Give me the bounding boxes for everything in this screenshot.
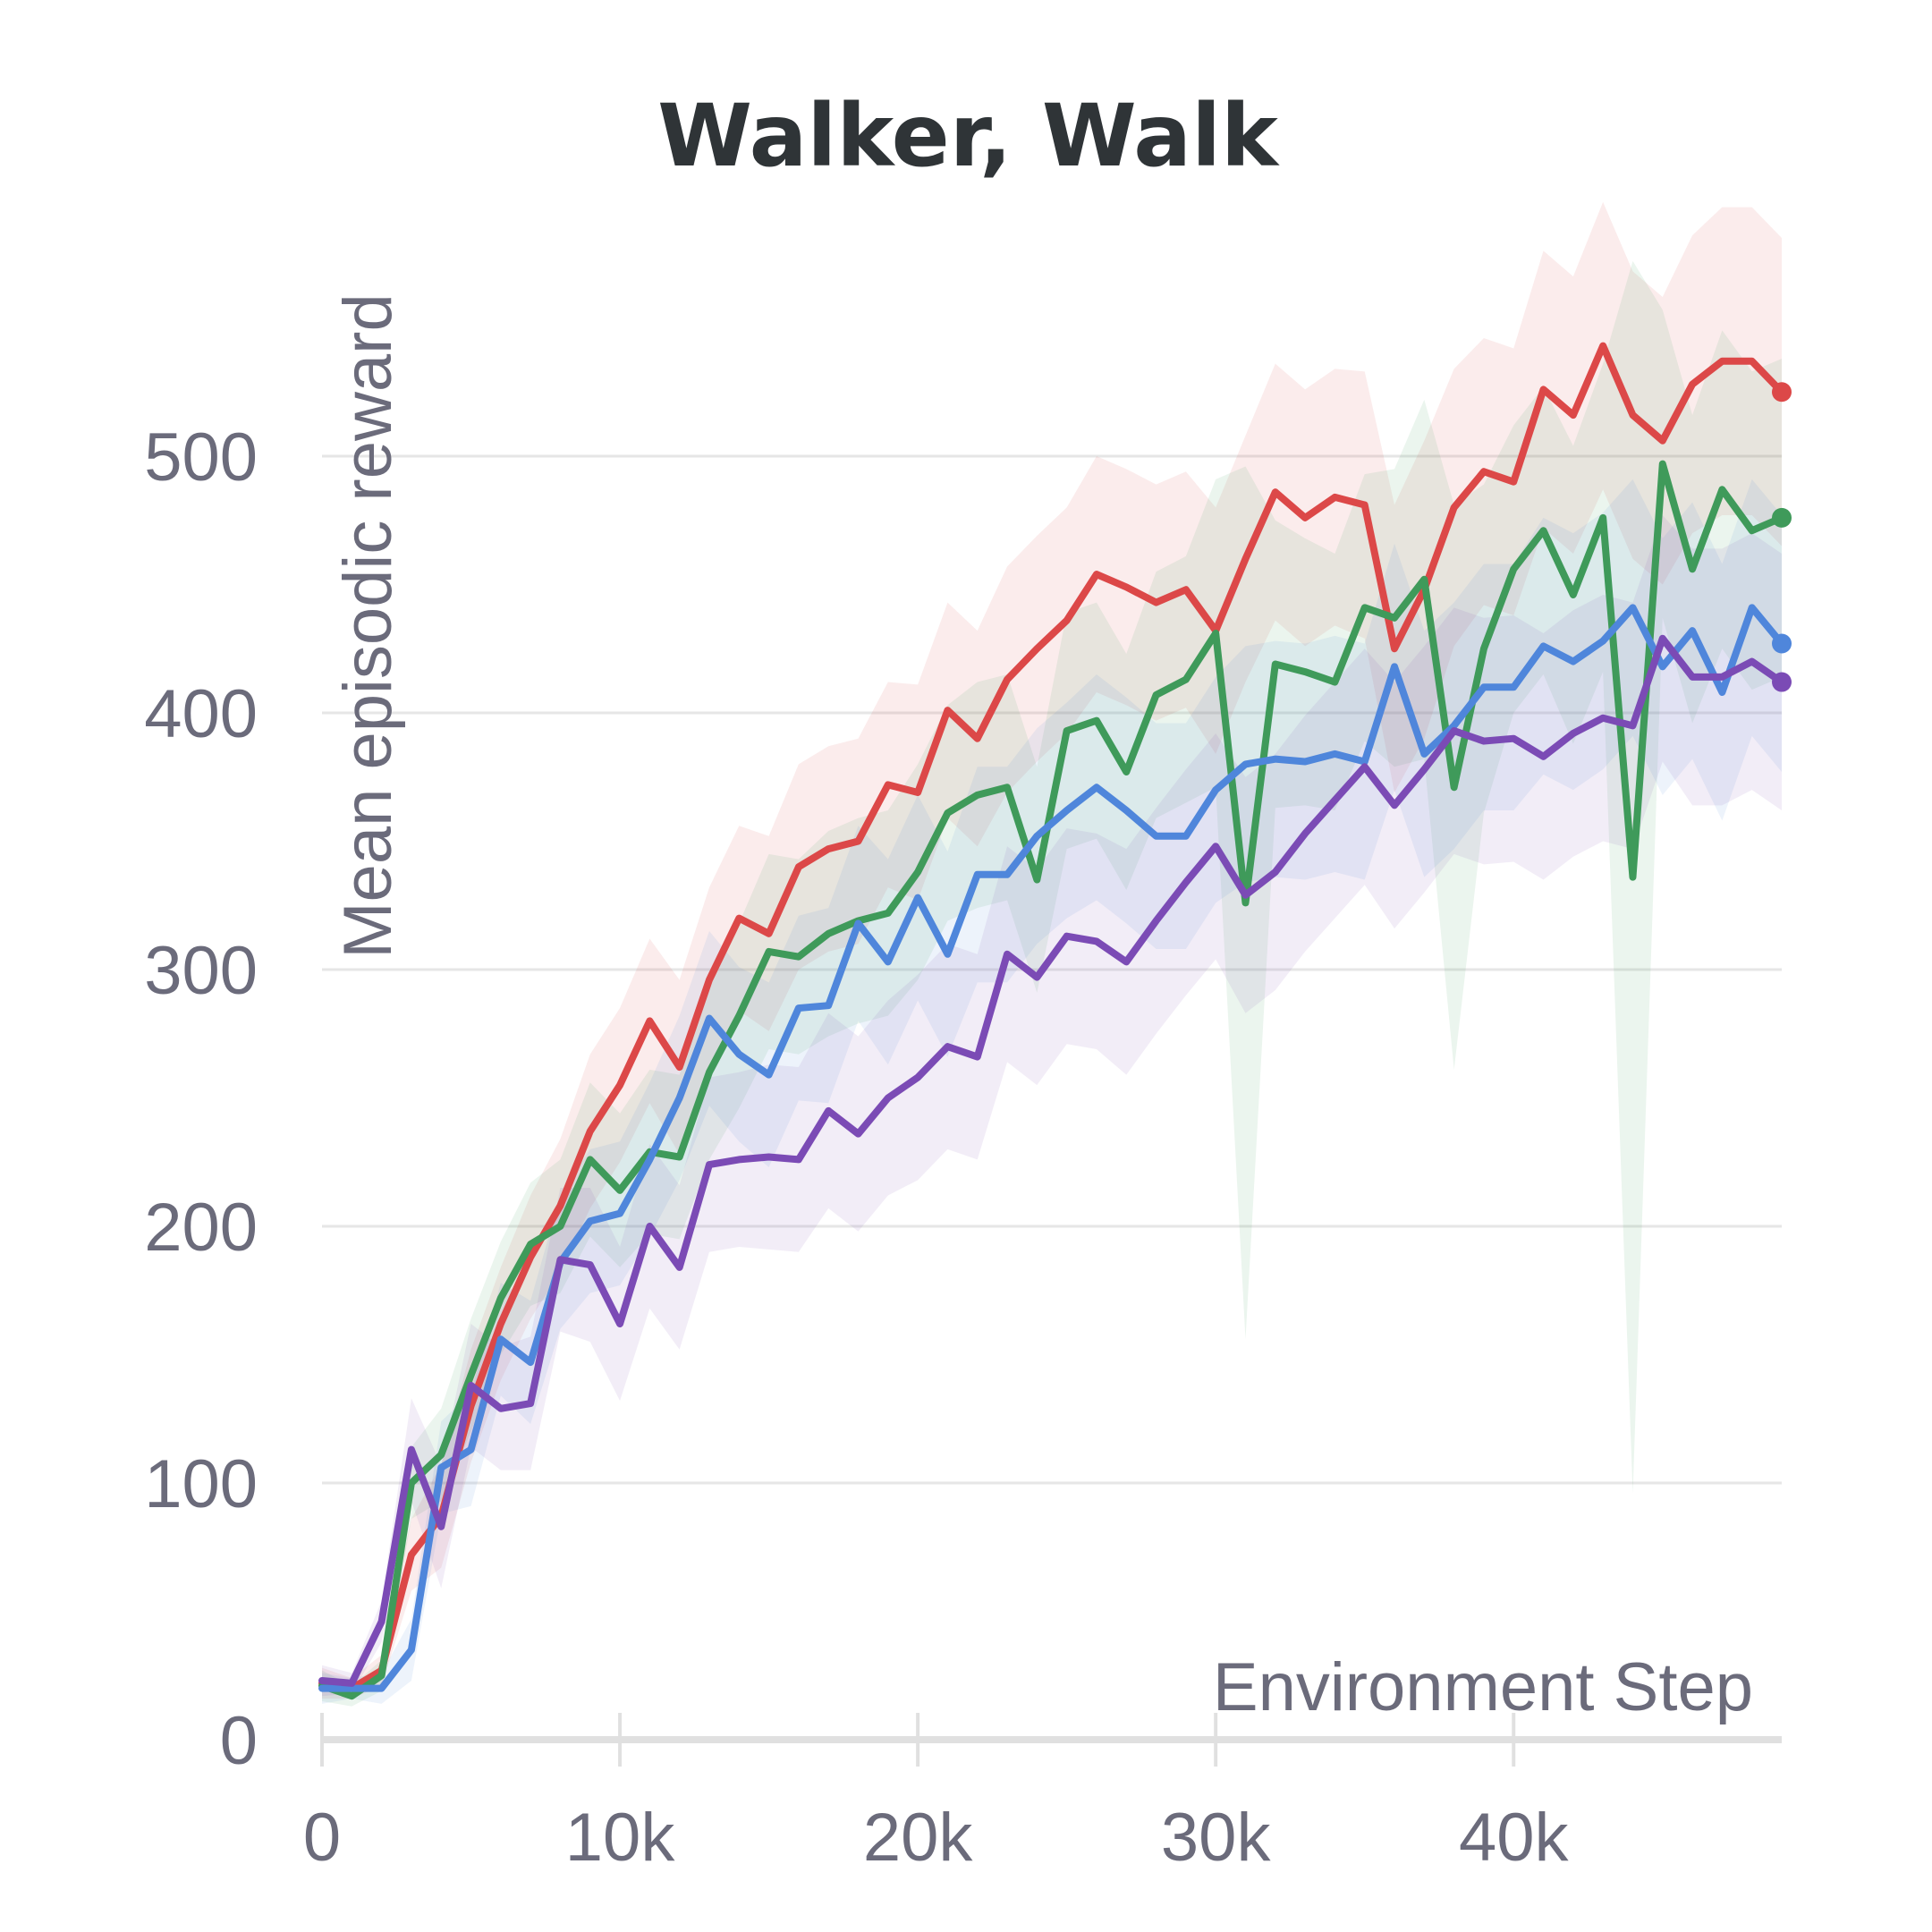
line-purple	[318, 634, 1785, 1687]
y-tick-labels: 0 100 200 300 400 500	[144, 419, 258, 1779]
series-lines	[318, 342, 1792, 1700]
end-point-purple	[1772, 672, 1792, 692]
line-red	[318, 342, 1785, 1692]
y-tick-label-500: 500	[144, 419, 258, 496]
x-axis-label: Environment Step	[1213, 1649, 1753, 1725]
confidence-bands	[322, 201, 1782, 1707]
y-axis-label: Mean episodic reward	[330, 293, 406, 959]
x-tick-label-20000: 20k	[863, 1800, 974, 1876]
y-tick-label-400: 400	[144, 676, 258, 752]
x-tick-labels: 0 10k 20k 30k 40k	[303, 1800, 1570, 1876]
y-tick-label-0: 0	[220, 1703, 258, 1779]
y-tick-label-200: 200	[144, 1190, 258, 1266]
band-blue	[322, 479, 1782, 1704]
end-point-blue	[1772, 633, 1792, 654]
line-green	[318, 460, 1785, 1700]
end-point-red	[1772, 382, 1792, 402]
x-tick-label-30000: 30k	[1161, 1800, 1272, 1876]
chart-title: Walker, Walk	[657, 86, 1280, 186]
band-green	[322, 260, 1782, 1707]
band-purple	[322, 515, 1782, 1697]
gridlines	[322, 454, 1782, 1485]
x-tick-label-10000: 10k	[565, 1800, 676, 1876]
line-blue	[318, 604, 1785, 1692]
y-tick-label-300: 300	[144, 933, 258, 1009]
x-tick-label-0: 0	[303, 1800, 341, 1876]
band-red	[322, 201, 1782, 1699]
y-tick-label-100: 100	[144, 1446, 258, 1522]
end-point-green	[1772, 507, 1792, 528]
x-axis	[320, 1713, 1782, 1767]
x-tick-label-40000: 40k	[1459, 1800, 1570, 1876]
